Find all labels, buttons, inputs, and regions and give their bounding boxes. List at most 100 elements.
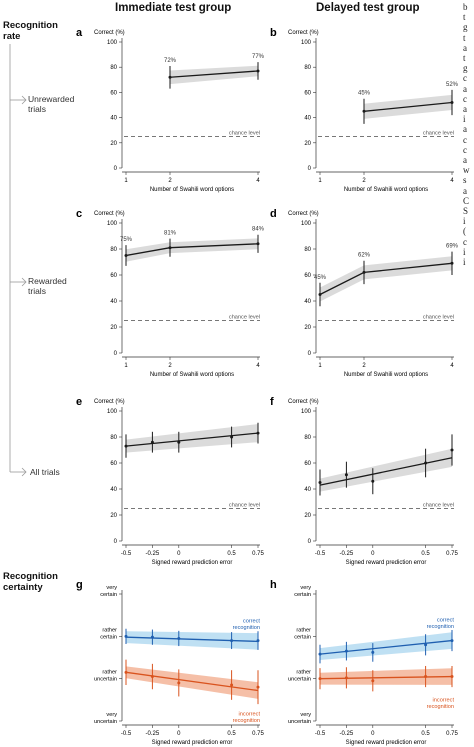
- correct-legend-label: recognition: [427, 624, 454, 630]
- x-axis-label: Signed reward prediction error: [152, 560, 233, 566]
- caption-fragment: (: [463, 226, 466, 237]
- incorrect-data-point: [344, 676, 348, 680]
- x-tick-label: 0: [177, 551, 181, 557]
- series-data-point: [424, 461, 428, 465]
- caption-fragment: a: [463, 83, 467, 94]
- y-tick-label: 100: [107, 221, 118, 227]
- y-tick-label: rather: [102, 670, 117, 676]
- x-tick-label: 0: [371, 551, 375, 557]
- series-data-point: [318, 481, 322, 484]
- y-tick-label: 100: [301, 409, 312, 415]
- correct-confidence-band: [126, 631, 258, 650]
- series-value-label: 45%: [358, 91, 371, 97]
- caption-fragment: a: [463, 124, 467, 135]
- correct-data-point: [318, 652, 322, 656]
- x-tick-label: -0.25: [146, 731, 160, 737]
- y-tick-label: 0: [114, 351, 118, 357]
- x-axis-label: Number of Swahili word options: [150, 372, 234, 378]
- y-tick-label: 60: [110, 90, 117, 96]
- panel-letter: a: [76, 27, 83, 39]
- y-tick-label: 40: [110, 116, 117, 122]
- panel-c-chart: c Correct (%) 0 20 40 60 80 100 1 2 4 Number of Swa…: [76, 208, 265, 378]
- correct-fit-line: [125, 636, 259, 643]
- caption-fragment: i: [463, 257, 466, 268]
- y-tick-label: rather: [296, 627, 311, 633]
- correct-confidence-band: [320, 632, 452, 661]
- caption-fragment: a: [463, 104, 467, 115]
- y-tick-label: certain: [294, 634, 311, 640]
- y-tick-label: uncertain: [288, 719, 311, 725]
- y-tick-label: 80: [110, 435, 117, 441]
- correct-data-point: [371, 650, 375, 654]
- caption-fragment: i: [463, 246, 466, 257]
- series-value-label: 45%: [314, 275, 327, 281]
- x-tick-label: 0.75: [446, 551, 458, 557]
- correct-legend-label: correct: [437, 618, 455, 624]
- caption-fragment: t: [463, 12, 466, 23]
- x-tick-label: 0: [371, 731, 375, 737]
- incorrect-data-point: [150, 675, 154, 679]
- y-tick-label: very: [106, 712, 117, 718]
- series-data-point: [256, 69, 260, 73]
- series-confidence-band: [170, 65, 258, 85]
- y-tick-label: 0: [308, 166, 312, 172]
- series-fit-line: [363, 101, 453, 112]
- correct-data-point: [230, 639, 234, 643]
- chance-level-label: chance level: [229, 315, 260, 321]
- incorrect-legend-label: recognition: [233, 718, 260, 724]
- x-axis-label: Signed reward prediction error: [152, 740, 233, 746]
- y-tick-label: 100: [301, 40, 312, 46]
- series-confidence-band: [126, 238, 258, 262]
- incorrect-confidence-band: [126, 666, 258, 699]
- y-tick-label: certain: [100, 592, 117, 598]
- x-tick-label: 4: [450, 178, 454, 184]
- caption-fragment: g: [463, 63, 468, 74]
- caption-fragment: S: [463, 206, 469, 217]
- x-tick-label: 0: [177, 731, 181, 737]
- panel-letter: e: [76, 396, 82, 408]
- x-tick-label: -0.25: [340, 731, 354, 737]
- x-tick-label: 2: [168, 363, 172, 369]
- x-tick-label: 4: [256, 178, 260, 184]
- x-tick-label: 1: [318, 178, 322, 184]
- x-tick-label: 0.75: [252, 731, 264, 737]
- panel-g-chart: gveryuncertainratheruncertainrathercerta…: [76, 579, 264, 746]
- x-axis-label: Signed reward prediction error: [346, 560, 427, 566]
- panel-h-chart: hveryuncertainratheruncertainrathercerta…: [270, 579, 458, 746]
- series-value-label: 62%: [358, 253, 371, 259]
- series-data-point: [450, 448, 454, 452]
- caption-fragment: i: [463, 216, 466, 227]
- y-tick-label: 0: [308, 351, 312, 357]
- series-confidence-band: [320, 256, 452, 302]
- y-tick-label: 0: [308, 539, 312, 545]
- chance-level-label: chance level: [229, 503, 260, 509]
- y-axis-label: Correct (%): [94, 30, 125, 36]
- caption-fragment: a: [463, 42, 467, 53]
- y-axis-label: Correct (%): [288, 211, 319, 217]
- series-value-label: 84%: [252, 227, 265, 233]
- y-tick-label: very: [106, 585, 117, 591]
- y-tick-label: 20: [304, 513, 311, 519]
- incorrect-legend-label: incorrect: [239, 712, 261, 718]
- chance-level-label: chance level: [423, 503, 454, 509]
- y-tick-label: 80: [304, 65, 311, 71]
- caption-fragment: s: [463, 175, 467, 186]
- y-tick-label: very: [300, 585, 311, 591]
- delayed-group-header: Delayed test group: [316, 2, 420, 14]
- y-tick-label: 60: [304, 90, 311, 96]
- recognition-rate-label: Recognition rate: [3, 20, 58, 42]
- correct-data-point: [124, 634, 128, 638]
- y-tick-label: uncertain: [94, 719, 117, 725]
- y-tick-label: 40: [110, 487, 117, 493]
- y-tick-label: certain: [294, 592, 311, 598]
- y-tick-label: 40: [304, 487, 311, 493]
- y-tick-label: 60: [304, 273, 311, 279]
- x-tick-label: 0.5: [227, 551, 236, 557]
- series-data-point: [318, 293, 322, 296]
- x-tick-label: 1: [318, 363, 322, 369]
- series-data-point: [150, 440, 154, 444]
- series-fit-line: [319, 457, 453, 486]
- series-data-point: [230, 435, 234, 439]
- y-tick-label: 60: [304, 461, 311, 467]
